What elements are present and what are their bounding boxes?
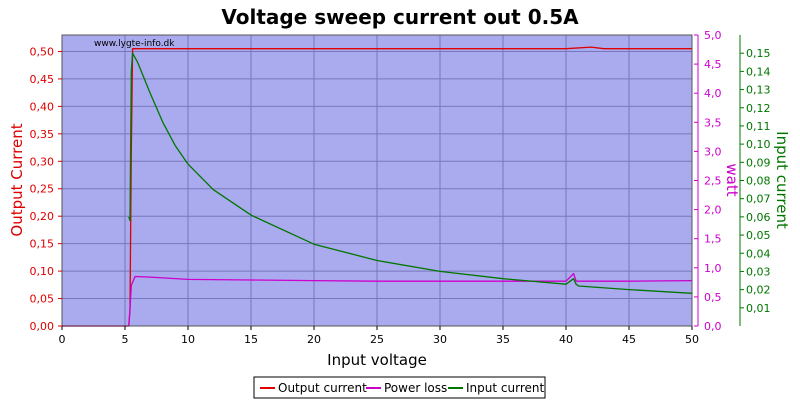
right-watt-tick-label: 5,0	[704, 29, 722, 42]
right-axis-input-current-title: Input current	[773, 131, 791, 229]
series-line-input-current	[128, 52, 693, 294]
right-input-current-tick-label: 0,07	[746, 193, 771, 206]
right-input-current-tick-label: 0,09	[746, 156, 771, 169]
legend: Output current Power loss Input current	[253, 376, 546, 399]
right-input-current-tick-label: 0,10	[746, 138, 771, 151]
right-watt-tick-label: 2,0	[704, 204, 722, 217]
x-axis-title: Input voltage	[327, 351, 427, 369]
x-axis-ticks: 0 5 10 15 20 25 30 35 40 45 50	[59, 326, 699, 346]
left-tick-label: 0,35	[30, 128, 55, 141]
right-axis-watt-title: watt	[723, 163, 741, 196]
left-tick-label: 0,50	[30, 45, 55, 58]
left-tick-label: 0,30	[30, 155, 55, 168]
right-input-current-tick-label: 0,12	[746, 102, 771, 115]
right-watt-tick-label: 1,0	[704, 262, 722, 275]
x-tick-label: 5	[122, 333, 129, 346]
right-watt-tick-label: 1,5	[704, 233, 722, 246]
right-input-current-tick-label: 0,15	[746, 47, 771, 60]
left-tick-label: 0,00	[30, 320, 55, 333]
x-tick-label: 20	[307, 333, 321, 346]
x-tick-label: 0	[59, 333, 66, 346]
legend-label-power-loss: Power loss	[384, 381, 447, 395]
chart-title: Voltage sweep current out 0.5A	[221, 5, 579, 29]
right-watt-tick-label: 3,0	[704, 145, 722, 158]
right-input-current-tick-label: 0,14	[746, 65, 771, 78]
x-tick-label: 50	[685, 333, 699, 346]
right-input-current-tick-label: 0,11	[746, 120, 771, 133]
left-tick-label: 0,25	[30, 183, 55, 196]
left-tick-label: 0,45	[30, 73, 55, 86]
x-tick-label: 10	[181, 333, 195, 346]
x-tick-label: 35	[496, 333, 510, 346]
right-watt-tick-label: 3,5	[704, 116, 722, 129]
right-input-current-tick-label: 0,01	[746, 302, 771, 315]
right-watt-tick-label: 0,0	[704, 320, 722, 333]
x-tick-label: 25	[370, 333, 384, 346]
right-axis-input-current-ticks: 0,01 0,02 0,03 0,04 0,05 0,06 0,07 0,08 0,09 0,10…	[740, 47, 771, 315]
x-tick-label: 30	[433, 333, 447, 346]
right-watt-tick-label: 4,0	[704, 87, 722, 100]
legend-box	[253, 376, 546, 399]
x-tick-label: 15	[244, 333, 258, 346]
right-input-current-tick-label: 0,02	[746, 284, 771, 297]
series-line-power-loss	[62, 272, 693, 327]
left-axis-title: Output Current	[8, 123, 26, 236]
right-axis-watt-ticks: 0,0 0,5 1,0 1,5 2,0 2,5 3,0 3,5 4,0 4,5 5,0	[694, 29, 722, 333]
right-input-current-tick-label: 0,06	[746, 211, 771, 224]
series-layer	[62, 46, 693, 327]
right-input-current-tick-label: 0,04	[746, 247, 771, 260]
left-axis-ticks: 0,00 0,05 0,10 0,15 0,20 0,25 0,30 0,35 0,40 0,45…	[30, 45, 62, 333]
legend-label-output-current: Output current	[278, 381, 367, 395]
left-tick-label: 0,40	[30, 100, 55, 113]
x-tick-label: 40	[559, 333, 573, 346]
grid-lines	[62, 35, 692, 326]
left-tick-label: 0,20	[30, 210, 55, 223]
right-input-current-tick-label: 0,13	[746, 84, 771, 97]
legend-label-input-current: Input current	[466, 381, 544, 395]
left-tick-label: 0,15	[30, 238, 55, 251]
right-watt-tick-label: 4,5	[704, 58, 722, 71]
right-watt-tick-label: 2,5	[704, 175, 722, 188]
left-tick-label: 0,10	[30, 265, 55, 278]
x-tick-label: 45	[622, 333, 636, 346]
right-input-current-tick-label: 0,08	[746, 175, 771, 188]
right-watt-tick-label: 0,5	[704, 291, 722, 304]
watermark: www.lygte-info.dk	[94, 39, 175, 49]
left-tick-label: 0,05	[30, 293, 55, 306]
right-input-current-tick-label: 0,05	[746, 229, 771, 242]
right-input-current-tick-label: 0,03	[746, 265, 771, 278]
